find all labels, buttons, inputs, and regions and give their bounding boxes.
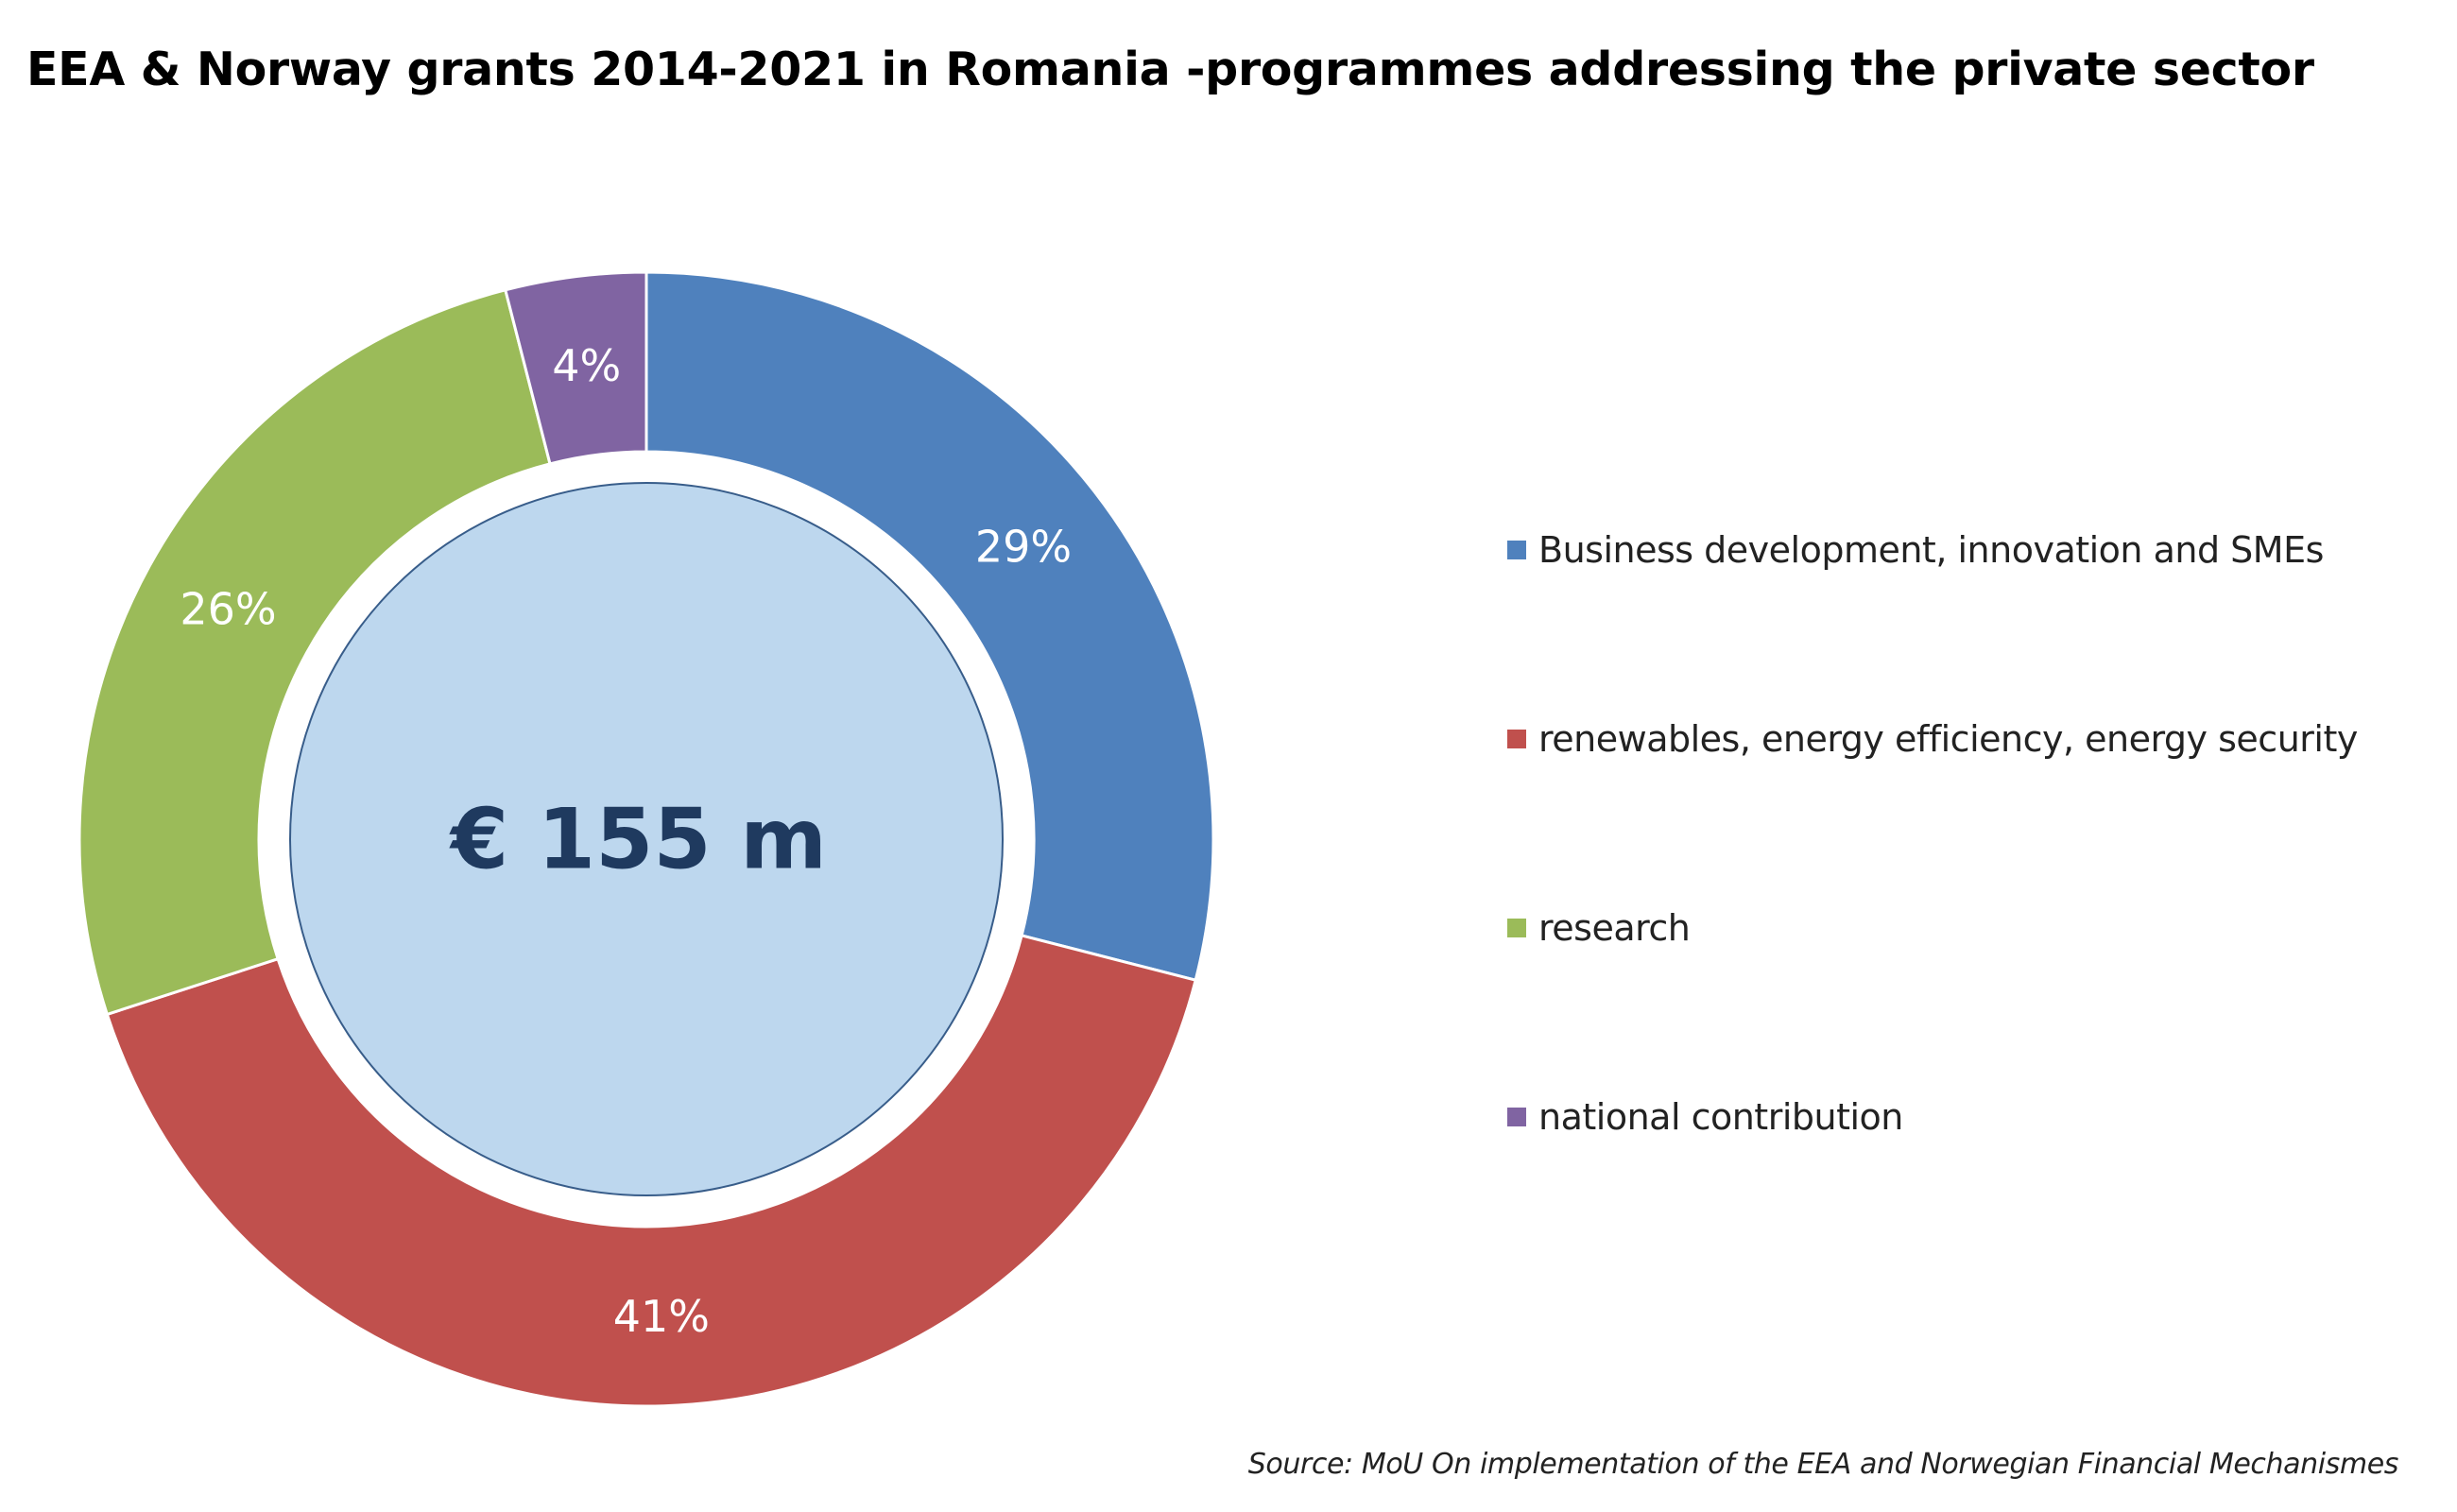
legend-swatch-national — [1507, 1108, 1526, 1126]
legend-item-national: national contribution — [1507, 1096, 1903, 1138]
legend-label-research: research — [1538, 907, 1691, 949]
data-label-research: 26% — [180, 584, 276, 635]
donut-slice-research — [77, 288, 552, 1017]
data-label-business: 29% — [975, 521, 1072, 572]
chart-title: EEA & Norway grants 2014-2021 in Romania… — [26, 43, 2314, 96]
legend-label-business: Business development, innovation and SME… — [1538, 529, 2324, 571]
donut-slice-business — [644, 270, 1215, 983]
center-total-label: € 155 m — [449, 791, 827, 888]
donut-slice-renewables — [105, 934, 1197, 1408]
legend-label-renewables: renewables, energy efficiency, energy se… — [1538, 718, 2358, 760]
legend-label-national: national contribution — [1538, 1096, 1903, 1138]
legend-item-renewables: renewables, energy efficiency, energy se… — [1507, 718, 2358, 760]
center-circle — [289, 482, 1004, 1196]
legend-swatch-business — [1507, 541, 1526, 559]
data-label-renewables: 41% — [613, 1291, 710, 1342]
legend-item-research: research — [1507, 907, 1691, 949]
donut-slice-national — [503, 270, 648, 466]
legend-item-business: Business development, innovation and SME… — [1507, 529, 2324, 571]
legend-swatch-research — [1507, 919, 1526, 937]
data-label-national: 4% — [552, 340, 621, 391]
source-note: Source: MoU On implementation of the EEA… — [1247, 1448, 2399, 1481]
legend-swatch-renewables — [1507, 730, 1526, 748]
